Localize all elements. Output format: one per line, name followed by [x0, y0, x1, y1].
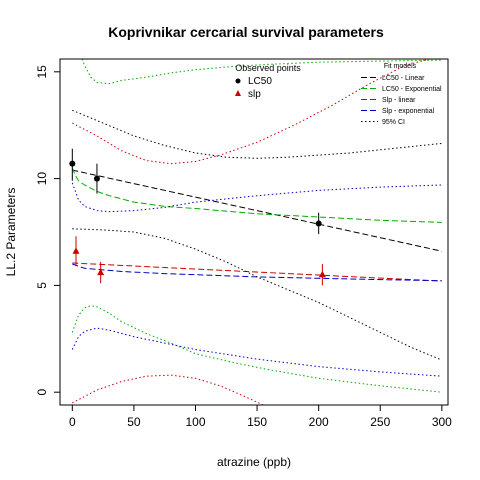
x-axis: 0 50 100 150 200 250 300 [69, 405, 452, 429]
y-tick-label: 10 [35, 172, 49, 186]
lc50-point [93, 175, 100, 182]
y-tick-label: 15 [35, 65, 49, 79]
lines-legend: Fit models LC50 - Linear LC50 - Exponenti… [361, 63, 442, 126]
legend-line-label: LC50 - Exponential [382, 86, 442, 93]
legend-line-label: Slp - exponential [382, 108, 435, 115]
legend-marker-lc50 [235, 78, 241, 84]
ci-slp-exponential-upper-line [71, 182, 442, 213]
chart-title: Koprivnikar cercarial survival parameter… [108, 24, 384, 40]
y-tick-label: 5 [35, 282, 49, 289]
legend-marker-slp [235, 90, 241, 96]
slp-exponential-line [72, 263, 442, 282]
lc50-point [315, 220, 322, 227]
ci-lc50-exponential-lower-line [71, 305, 442, 393]
lc50-linear-line [72, 169, 442, 252]
legend-line-label: Slp - linear [382, 97, 416, 104]
x-tick-label: 0 [69, 415, 76, 429]
legend-line-label: LC50 - Linear [382, 75, 425, 82]
y-axis: 0 5 10 15 [35, 65, 60, 396]
y-tick-label: 0 [35, 389, 49, 396]
x-tick-label: 200 [309, 415, 329, 429]
lc50-exponential-line [71, 167, 442, 223]
observed-points [69, 148, 326, 286]
lc50-point [69, 160, 76, 167]
points-legend: Observed points LC50 slp [235, 63, 301, 100]
legend-label-slp: slp [248, 89, 261, 100]
slp-point [72, 247, 80, 254]
slp-point [318, 270, 326, 278]
slp-point [97, 268, 105, 276]
slp-linear-line [72, 262, 442, 282]
ci-lc50-linear-lower-line [72, 228, 442, 361]
ci-slp-lower-line [72, 374, 264, 405]
y-axis-title: LL.2 Parameters [4, 188, 18, 277]
x-tick-label: 50 [127, 415, 141, 429]
legend-line-label: 95% CI [382, 119, 405, 126]
lines-legend-title: Fit models [384, 63, 417, 70]
x-tick-label: 300 [432, 415, 452, 429]
ci-slp-upper-line [72, 59, 430, 165]
fit-lines [71, 59, 442, 405]
ci-slp-exponential-lower-line [71, 327, 442, 377]
x-axis-title: atrazine (ppb) [217, 455, 291, 469]
ci-lc50-linear-upper-line [72, 109, 442, 159]
x-tick-label: 100 [185, 415, 205, 429]
points-legend-title: Observed points [235, 63, 301, 73]
x-tick-label: 150 [247, 415, 267, 429]
x-tick-label: 250 [370, 415, 390, 429]
legend-label-lc50: LC50 [248, 76, 272, 87]
plot-frame [59, 58, 449, 406]
